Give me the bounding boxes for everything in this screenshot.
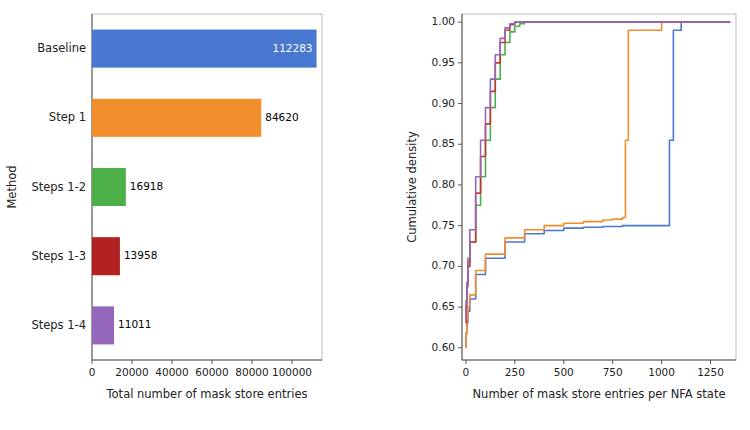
y-tick-label: Step 1 [49, 110, 86, 124]
x-tick [132, 360, 133, 364]
x-tick-label: 250 [505, 366, 525, 378]
x-axis-label: Number of mask store entries per NFA sta… [473, 387, 726, 401]
plot-frame [462, 14, 736, 360]
y-axis-line [462, 14, 463, 360]
y-tick [458, 22, 462, 23]
step-line [466, 22, 730, 315]
y-axis-label: Method [5, 165, 19, 208]
x-tick [252, 360, 253, 364]
y-tick-label: 0.70 [432, 259, 455, 271]
x-tick [292, 360, 293, 364]
plot-area [466, 22, 730, 348]
x-tick [212, 360, 213, 364]
y-tick-label: 1.00 [432, 15, 455, 27]
x-axis-line [92, 360, 322, 361]
y-tick-label: 0.90 [432, 97, 455, 109]
x-tick-label: 0 [89, 366, 96, 378]
bar [92, 168, 126, 206]
x-tick-label: 80000 [235, 366, 268, 378]
y-tick [458, 347, 462, 348]
panel: 0 250 500 750 1000 1250 Number of mask store e… [405, 14, 736, 401]
y-tick [458, 184, 462, 185]
x-axis-label: Total number of mask store entries [106, 387, 308, 401]
x-tick [661, 360, 662, 364]
y-tick-label: Baseline [37, 41, 86, 55]
x-tick-label: 100000 [272, 366, 312, 378]
data-label: 13958 [124, 249, 157, 261]
y-tick [458, 225, 462, 226]
x-tick-label: 60000 [195, 366, 228, 378]
y-tick [458, 307, 462, 308]
step-line [466, 22, 730, 348]
step-line [466, 22, 730, 323]
x-tick [172, 360, 173, 364]
x-axis-line [462, 360, 736, 361]
x-tick [563, 360, 564, 364]
y-tick-label: Steps 1-3 [31, 249, 86, 263]
x-tick [465, 360, 466, 364]
data-label: 16918 [130, 180, 163, 192]
step-line [466, 22, 730, 319]
x-tick-label: 500 [554, 366, 574, 378]
y-tick [458, 62, 462, 63]
bar [92, 237, 120, 275]
step-line [466, 22, 730, 348]
x-tick-label: 0 [463, 366, 470, 378]
bar [92, 306, 114, 344]
y-tick-label: Steps 1-4 [31, 318, 86, 332]
x-tick-label: 20000 [115, 366, 148, 378]
x-tick-label: 1250 [697, 366, 724, 378]
y-tick-label: Steps 1-2 [31, 180, 86, 194]
x-tick [612, 360, 613, 364]
x-tick [710, 360, 711, 364]
x-tick-label: 1000 [648, 366, 675, 378]
y-tick-label: 0.80 [432, 178, 455, 190]
chart-root: 0 20000 40000 60000 80000 100000 Total number … [0, 0, 750, 430]
data-label: 84620 [265, 111, 298, 123]
y-axis-label: Cumulative density [405, 131, 419, 243]
data-labels: 112283 84620 16918 13958 11011 [118, 42, 313, 331]
y-tick [458, 144, 462, 145]
y-tick-label: 0.75 [432, 219, 455, 231]
x-tick-label: 40000 [155, 366, 188, 378]
y-tick-label: 0.65 [432, 300, 455, 312]
plot-frame [92, 14, 322, 360]
plot-area [92, 30, 317, 345]
data-label: 11011 [118, 318, 151, 330]
y-tick [458, 266, 462, 267]
x-tick [92, 360, 93, 364]
y-tick-label: 0.95 [432, 56, 455, 68]
data-label: 112283 [272, 42, 312, 54]
bar [92, 99, 261, 137]
y-tick-label: 0.60 [432, 341, 455, 353]
bar [92, 30, 317, 68]
x-tick-label: 750 [603, 366, 623, 378]
x-tick [514, 360, 515, 364]
y-tick [458, 103, 462, 104]
y-tick-label: 0.85 [432, 137, 455, 149]
panel: 0 20000 40000 60000 80000 100000 Total number … [5, 14, 322, 401]
